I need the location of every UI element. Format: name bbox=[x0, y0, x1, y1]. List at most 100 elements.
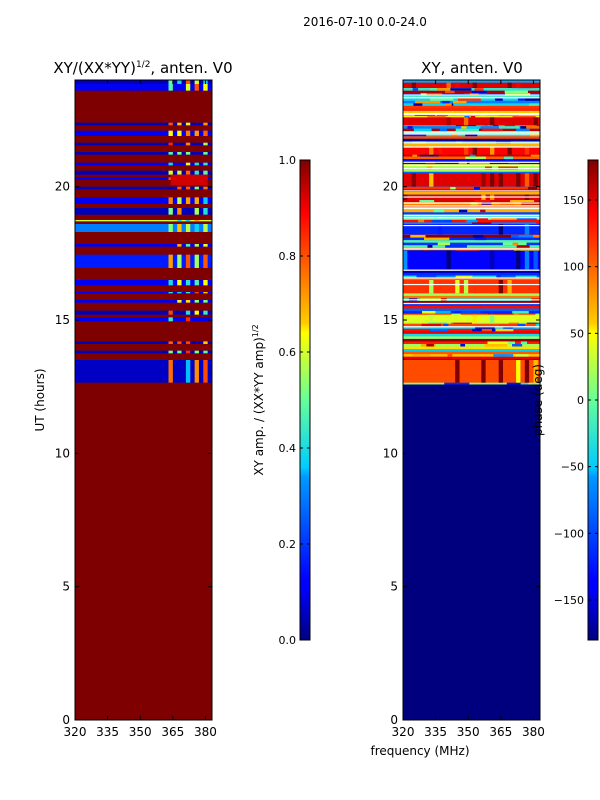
heatmap-cell bbox=[203, 360, 208, 383]
heatmap-cell bbox=[475, 237, 486, 241]
heatmap-cell bbox=[403, 244, 540, 248]
heatmap-cell bbox=[403, 335, 540, 339]
heatmap-band bbox=[75, 208, 212, 215]
heatmap-cell bbox=[514, 353, 529, 357]
heatmap-cell bbox=[429, 146, 434, 155]
heatmap-cell bbox=[410, 234, 426, 238]
heatmap-cell bbox=[533, 250, 538, 270]
heatmap-cell bbox=[185, 84, 191, 91]
heatmap-cell bbox=[524, 360, 530, 383]
x-tick-label: 380 bbox=[522, 725, 545, 739]
heatmap-cell bbox=[203, 130, 208, 136]
heatmap-cell bbox=[516, 250, 521, 270]
heatmap-band bbox=[75, 350, 212, 354]
heatmap-band bbox=[403, 280, 540, 294]
heatmap-cell bbox=[495, 97, 503, 101]
heatmap-cell bbox=[403, 351, 540, 355]
y-tick-label: 10 bbox=[55, 446, 70, 460]
heatmap-cell bbox=[433, 209, 445, 213]
x-tick-label: 380 bbox=[194, 725, 217, 739]
heatmap-cell bbox=[481, 173, 486, 187]
heatmap-band bbox=[75, 317, 212, 322]
x-tick-label: 320 bbox=[392, 725, 415, 739]
heatmap-cell bbox=[403, 305, 540, 309]
heatmap-cell bbox=[466, 219, 478, 223]
heatmap-cell bbox=[403, 199, 540, 203]
heatmap-cell bbox=[203, 208, 208, 215]
heatmap-cell bbox=[194, 280, 199, 286]
heatmap-cell bbox=[420, 146, 425, 155]
heatmap-cell bbox=[460, 343, 466, 347]
heatmap-cell bbox=[429, 328, 449, 332]
heatmap-band bbox=[403, 224, 540, 235]
heatmap-cell bbox=[507, 82, 512, 88]
heatmap-cell bbox=[533, 117, 538, 126]
heatmap-cell bbox=[185, 244, 191, 247]
heatmap-cell bbox=[203, 162, 208, 166]
heatmap-cell bbox=[493, 353, 514, 357]
heatmap-cell bbox=[194, 244, 199, 247]
x-tick-label: 335 bbox=[96, 725, 119, 739]
heatmap-cell bbox=[177, 244, 182, 247]
heatmap-cell bbox=[474, 87, 484, 91]
heatmap-band bbox=[75, 177, 212, 180]
heatmap-cell bbox=[427, 244, 433, 248]
heatmap-cell bbox=[403, 330, 540, 334]
left-y-axis-label: UT (hours) bbox=[33, 368, 47, 431]
left-heatmap bbox=[75, 80, 212, 720]
heatmap-cell bbox=[185, 142, 191, 146]
heatmap-cell bbox=[177, 292, 182, 294]
heatmap-cell bbox=[203, 84, 208, 91]
heatmap-cell bbox=[403, 302, 540, 306]
heatmap-cell bbox=[177, 197, 182, 204]
heatmap-cell bbox=[403, 346, 540, 350]
heatmap-gap-line bbox=[403, 205, 540, 207]
heatmap-cell bbox=[500, 275, 516, 279]
heatmap-cell bbox=[512, 310, 529, 314]
heatmap-cell bbox=[403, 333, 540, 337]
heatmap-gap-line bbox=[403, 161, 540, 163]
right-colorbar-label: phase (deg) bbox=[531, 364, 545, 436]
heatmap-cell bbox=[203, 341, 208, 344]
heatmap-band bbox=[75, 280, 212, 286]
heatmap-cell bbox=[473, 186, 480, 190]
heatmap-cell bbox=[529, 133, 540, 137]
heatmap-cell bbox=[403, 138, 540, 142]
heatmap-cell bbox=[452, 100, 467, 104]
colorbar-tick-label: 0.2 bbox=[279, 538, 297, 551]
heatmap-cell bbox=[403, 338, 540, 342]
heatmap-cell bbox=[403, 348, 540, 352]
heatmap-cell bbox=[168, 350, 173, 354]
heatmap-cell bbox=[524, 250, 530, 270]
heatmap-cell bbox=[420, 92, 427, 96]
heatmap-cell bbox=[512, 115, 536, 119]
heatmap-cell bbox=[168, 130, 173, 136]
heatmap-cell bbox=[510, 199, 535, 203]
heatmap-cell bbox=[489, 280, 495, 294]
heatmap-cell bbox=[446, 82, 451, 88]
heatmap-cell bbox=[168, 360, 173, 383]
heatmap-cell bbox=[424, 310, 451, 314]
heatmap-cell bbox=[444, 381, 470, 385]
heatmap-cell bbox=[403, 237, 540, 241]
left-colorbar-label: XY amp. / (XX*YY amp)1/2 bbox=[251, 324, 266, 475]
colorbar-tick-label: 150 bbox=[563, 194, 584, 207]
heatmap-cell bbox=[446, 250, 451, 270]
heatmap-cell bbox=[185, 317, 191, 322]
heatmap-cell bbox=[403, 90, 540, 94]
heatmap-gap-line bbox=[403, 302, 540, 305]
heatmap-cell bbox=[185, 224, 191, 232]
heatmap-cell bbox=[419, 153, 439, 157]
heatmap-cell bbox=[533, 173, 538, 187]
heatmap-cell bbox=[185, 220, 191, 222]
heatmap-cell bbox=[403, 277, 540, 281]
heatmap-cell bbox=[458, 209, 468, 213]
heatmap-cell bbox=[488, 221, 512, 225]
heatmap-band bbox=[75, 162, 212, 166]
heatmap-cell bbox=[185, 186, 191, 190]
heatmap-cell bbox=[498, 166, 518, 170]
heatmap-cell bbox=[538, 156, 540, 160]
heatmap-cell bbox=[403, 323, 540, 327]
heatmap-cell bbox=[185, 197, 191, 204]
heatmap-cell bbox=[436, 275, 459, 279]
